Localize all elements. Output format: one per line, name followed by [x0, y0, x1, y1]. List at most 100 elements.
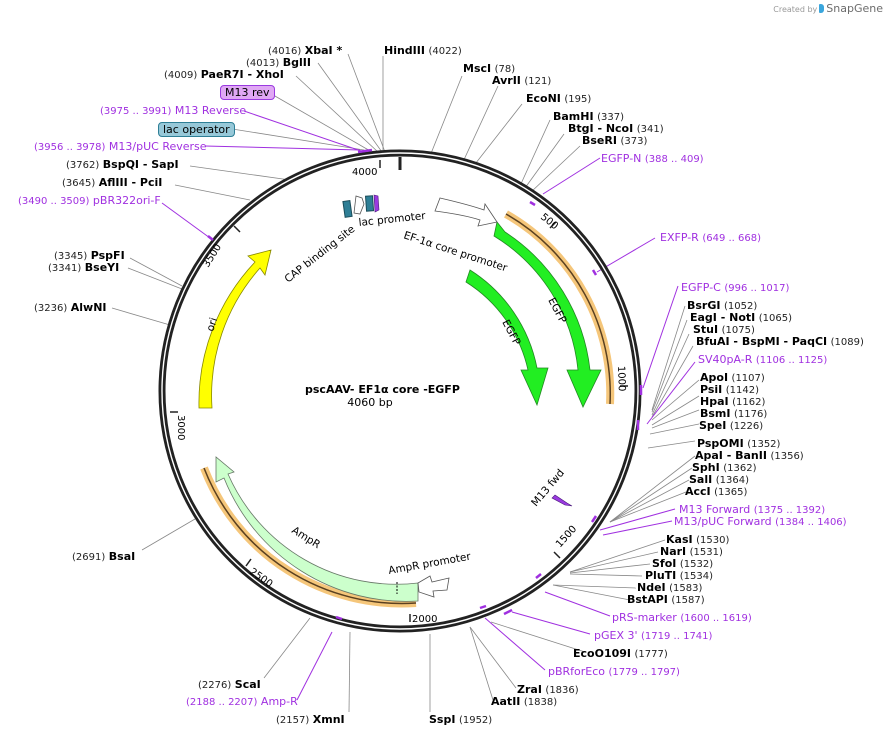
- egfp-inner-arrow[interactable]: [465, 269, 549, 407]
- primer-m13-puc-forward[interactable]: M13/pUC Forward (1384 .. 1406): [674, 515, 847, 529]
- primer-m13-reverse[interactable]: (3975 .. 3991) M13 Reverse: [100, 104, 246, 118]
- site-bsmi[interactable]: BsmI (1176): [700, 407, 767, 421]
- ef1a-promoter-arrow[interactable]: [434, 197, 498, 227]
- primer-position: (388 .. 409): [644, 154, 704, 165]
- m13-fwd-arrow[interactable]: [551, 494, 573, 507]
- primer-m13-puc-reverse[interactable]: (3956 .. 3978) M13/pUC Reverse: [34, 140, 207, 154]
- primer-m13-forward[interactable]: M13 Forward (1375 .. 1392): [679, 503, 825, 517]
- site-msci[interactable]: MscI (78): [463, 62, 515, 76]
- site-avrii[interactable]: AvrII (121): [492, 74, 551, 88]
- site-btgi-ncoi[interactable]: BtgI - NcoI (341): [568, 122, 664, 136]
- site-bfuai-bspmi-paqci[interactable]: BfuAI - BspMI - PaqCI (1089): [696, 335, 864, 349]
- credit-prefix: Created by: [773, 5, 818, 14]
- site-sali[interactable]: SalI (1364): [689, 473, 749, 487]
- snapgene-logo-icon: [819, 4, 825, 13]
- site-sphi[interactable]: SphI (1362): [692, 461, 757, 475]
- site-sfoi[interactable]: SfoI (1532): [652, 557, 713, 571]
- site-pluti[interactable]: PluTI (1534): [645, 569, 713, 583]
- lac-operator-box[interactable]: [364, 195, 375, 212]
- site-scai[interactable]: (2276) ScaI: [198, 678, 261, 692]
- site-acci[interactable]: AccI (1365): [685, 485, 747, 499]
- site-position: (1356): [770, 451, 804, 462]
- site-pspomi[interactable]: PspOMI (1352): [697, 437, 780, 451]
- site-bsai[interactable]: (2691) BsaI: [72, 550, 135, 564]
- site-name: PspOMI: [697, 437, 744, 450]
- site-apai-banii[interactable]: ApaI - BanII (1356): [695, 449, 804, 463]
- site-zrai[interactable]: ZraI (1836): [517, 683, 579, 697]
- site-bsrgi[interactable]: BsrGI (1052): [687, 299, 757, 313]
- site-apoi[interactable]: ApoI (1107): [700, 371, 765, 385]
- site-name: AccI: [685, 485, 711, 498]
- site-name: XmnI: [312, 713, 345, 726]
- site-bglii[interactable]: (4013) BglII: [246, 56, 311, 70]
- site-alwni[interactable]: (3236) AlwNI: [34, 301, 107, 315]
- site-position: (78): [494, 64, 516, 75]
- ori-arrow[interactable]: [198, 249, 272, 409]
- site-position: (1838): [523, 697, 558, 708]
- m13-rev-feature-label[interactable]: M13 rev: [220, 85, 275, 100]
- site-position: (1352): [747, 439, 781, 450]
- site-eagi-noti[interactable]: EagI - NotI (1065): [690, 311, 792, 325]
- primer-pbrforeco[interactable]: pBRforEco (1779 .. 1797): [548, 665, 680, 679]
- primer-name: SV40pA-R: [698, 353, 753, 366]
- primer-name: EGFP-C: [681, 281, 721, 294]
- site-pspfi[interactable]: (3345) PspFI: [54, 249, 125, 263]
- site-kasi[interactable]: KasI (1530): [666, 533, 729, 547]
- site-stui[interactable]: StuI (1075): [693, 323, 755, 337]
- site-bseyi[interactable]: (3341) BseYI: [48, 261, 119, 275]
- site-position: (1364): [715, 475, 749, 486]
- primer-egfp-n[interactable]: EGFP-N (388 .. 409): [601, 152, 704, 166]
- primer-sv40pa-r[interactable]: SV40pA-R (1106 .. 1125): [698, 353, 827, 367]
- site-name: NarI: [660, 545, 687, 558]
- ori-label: ori: [204, 316, 220, 333]
- ampr-promoter-arrow[interactable]: [417, 575, 450, 598]
- site-aatii[interactable]: AatII (1838): [491, 695, 557, 709]
- primer-position: (1779 .. 1797): [608, 667, 680, 678]
- tick-label-4000: 4000: [352, 167, 377, 178]
- primer-exfp-r[interactable]: EXFP-R (649 .. 668): [660, 231, 761, 245]
- site-name: ScaI: [234, 678, 261, 691]
- primer-position: (3490 .. 3509): [18, 196, 90, 207]
- site-sspi[interactable]: SspI (1952): [429, 713, 492, 727]
- site-hindiii[interactable]: HindIII (4022): [384, 44, 462, 58]
- primer-pgex-3[interactable]: pGEX 3' (1719 .. 1741): [594, 629, 712, 643]
- site-name: ApaI - BanII: [695, 449, 767, 462]
- site-ndei[interactable]: NdeI (1583): [637, 581, 702, 595]
- site-afliii-pcii[interactable]: (3645) AflIII - PciI: [62, 176, 162, 190]
- cap-binding-site-box[interactable]: [342, 199, 353, 218]
- site-name: AflIII - PciI: [98, 176, 163, 189]
- tick-marks: [170, 160, 628, 622]
- primer-pbr322ori-f[interactable]: (3490 .. 3509) pBR322ori-F: [18, 194, 161, 208]
- lac-promoter-arrow[interactable]: [353, 195, 365, 215]
- egfp-feature-arrow[interactable]: [493, 221, 602, 408]
- site-xbai[interactable]: (4016) XbaI *: [268, 44, 342, 58]
- site-position: (2691): [72, 552, 106, 563]
- site-bstapi[interactable]: BstAPI (1587): [627, 593, 705, 607]
- primer-egfp-c[interactable]: EGFP-C (996 .. 1017): [681, 281, 789, 295]
- primer-amp-r[interactable]: (2188 .. 2207) Amp-R: [186, 695, 298, 709]
- site-name: SspI: [429, 713, 456, 726]
- site-ecoo109i[interactable]: EcoO109I (1777): [573, 647, 668, 661]
- site-name: EcoNI: [526, 92, 561, 105]
- tick-label-1000: 1000: [615, 366, 627, 392]
- site-psii[interactable]: PsiI (1142): [700, 383, 759, 397]
- site-position: (1075): [721, 325, 755, 336]
- plasmid-name: pscAAV- EF1α core -EGFP: [305, 383, 460, 396]
- site-bamhi[interactable]: BamHI (337): [553, 110, 624, 124]
- ampr-label: AmpR: [289, 524, 322, 551]
- site-hpai[interactable]: HpaI (1162): [700, 395, 765, 409]
- primer-position: (996 .. 1017): [724, 283, 790, 294]
- site-xmni[interactable]: (2157) XmnI: [276, 713, 345, 727]
- site-name: HpaI: [700, 395, 729, 408]
- primer-prs-marker[interactable]: pRS-marker (1600 .. 1619): [612, 611, 752, 625]
- site-spei[interactable]: SpeI (1226): [699, 419, 763, 433]
- m13-rev-arrow[interactable]: [373, 194, 380, 213]
- site-econi[interactable]: EcoNI (195): [526, 92, 591, 106]
- site-name: BfuAI - BspMI - PaqCI: [696, 335, 828, 348]
- site-nari[interactable]: NarI (1531): [660, 545, 723, 559]
- lac-operator-feature-label[interactable]: lac operator: [158, 122, 235, 137]
- site-paer7i-xhoi[interactable]: (4009) PaeR7I - XhoI: [164, 68, 284, 82]
- ampr-arrow[interactable]: [215, 456, 419, 602]
- site-bspqi-sapi[interactable]: (3762) BspQI - SapI: [66, 158, 179, 172]
- site-bseri[interactable]: BseRI (373): [582, 134, 647, 148]
